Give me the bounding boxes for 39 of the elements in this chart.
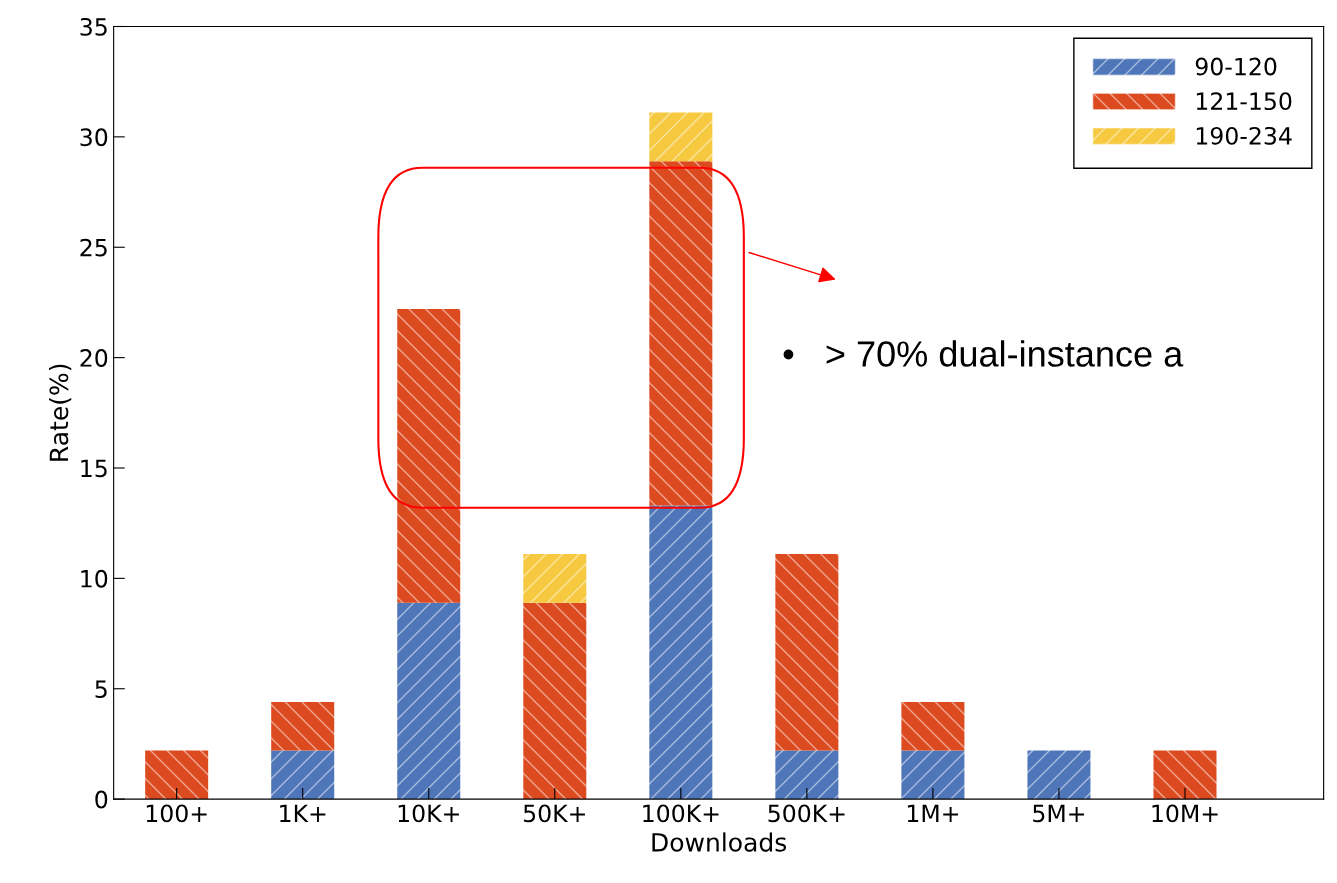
bar	[523, 554, 587, 603]
x-axis-title: Downloads	[652, 832, 787, 852]
x-tick-label: 500K+	[768, 804, 845, 823]
y-tick-label: 10	[81, 569, 108, 588]
y-tick-label: 25	[80, 238, 107, 257]
y-tick-label: 20	[80, 349, 108, 367]
bar	[397, 309, 461, 603]
x-tick-label: 100K+	[643, 804, 719, 823]
x-tick-label: 50K+	[523, 804, 585, 823]
x-tick-label: 10M+	[1152, 804, 1218, 823]
bar	[145, 750, 209, 800]
x-tick-label: 1M+	[907, 804, 958, 822]
legend-label: 90-120	[1195, 57, 1277, 76]
bar	[271, 701, 335, 751]
legend-label: 121-150	[1196, 92, 1292, 111]
x-tick-label: 5M+	[1033, 804, 1085, 823]
y-tick-label: 15	[81, 459, 107, 478]
bar	[775, 750, 839, 800]
bar	[523, 602, 587, 800]
y-tick-label: 35	[80, 17, 107, 36]
bar	[775, 554, 839, 751]
x-tick-label: 100+	[146, 804, 207, 823]
legend-label: 190-234	[1196, 126, 1292, 145]
y-axis-title: Rate(%)	[49, 364, 72, 461]
annotation: • > 70% dual-instance a	[783, 340, 1184, 367]
bar	[649, 505, 713, 800]
y-tick-label: 30	[80, 128, 108, 147]
bar	[649, 112, 713, 162]
y-tick-label: 0	[95, 790, 108, 809]
bar	[271, 750, 335, 800]
y-tick-label: 5	[95, 680, 107, 699]
bar	[649, 161, 713, 506]
bar	[1027, 750, 1091, 800]
x-tick-label: 10K+	[398, 804, 459, 823]
bar	[397, 602, 461, 800]
bar	[901, 750, 965, 800]
bar	[1153, 750, 1217, 800]
x-tick-label: 1K+	[280, 804, 326, 822]
bar	[901, 701, 965, 751]
